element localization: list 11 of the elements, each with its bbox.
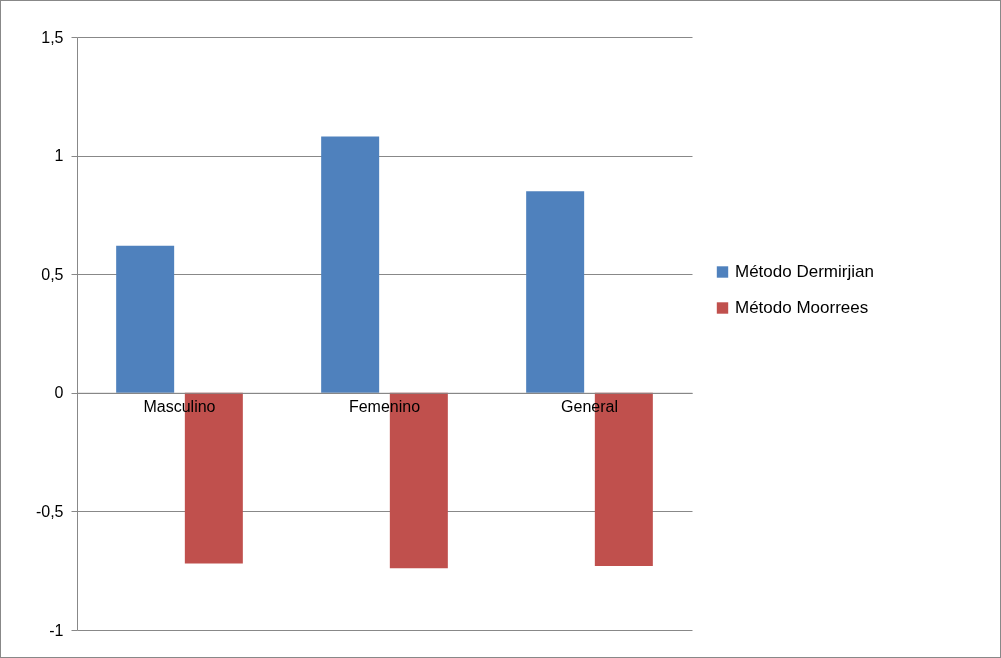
legend-label: Método Moorrees <box>735 298 869 317</box>
y-tick-label: -1 <box>49 621 64 639</box>
y-tick-label: 0,5 <box>41 265 64 283</box>
y-tick-label: 0 <box>54 384 64 402</box>
bar <box>526 191 585 393</box>
y-tick-label: -0,5 <box>35 502 64 520</box>
bar <box>321 136 380 393</box>
bar <box>116 245 175 393</box>
y-tick-label: 1,5 <box>41 28 64 46</box>
y-tick-label: 1 <box>54 147 64 165</box>
legend-label: Método Dermirjian <box>735 262 874 281</box>
